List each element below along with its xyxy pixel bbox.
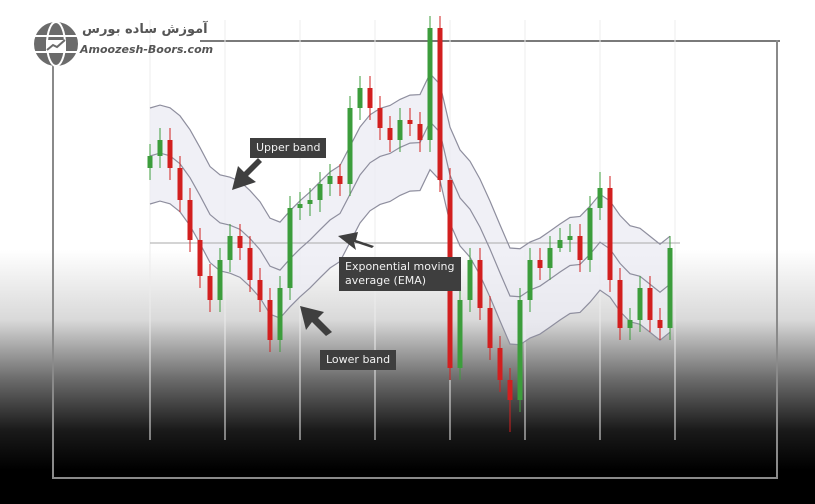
candle-body: [327, 176, 333, 184]
candle-body: [287, 208, 293, 288]
candle-body: [637, 288, 643, 320]
candle-body: [217, 260, 223, 300]
ema-label-line1: Exponential moving: [345, 260, 455, 273]
candle-body: [487, 308, 493, 348]
candle-body: [277, 288, 283, 340]
candle-body: [457, 300, 463, 368]
candle-body: [367, 88, 373, 108]
lower-band-label: Lower band: [320, 350, 397, 370]
candle-body: [407, 120, 413, 124]
ema-label: Exponential moving average (EMA): [339, 257, 461, 291]
candle-body: [617, 280, 623, 328]
candle-body: [657, 320, 663, 328]
candle-body: [317, 184, 323, 200]
candle-body: [187, 200, 193, 240]
candle-body: [427, 28, 433, 140]
candle-body: [597, 188, 603, 208]
upper-band-label: Upper band: [250, 138, 327, 158]
candle-body: [357, 88, 363, 108]
candle-body: [517, 300, 523, 400]
candle-body: [167, 140, 173, 168]
candle-body: [387, 128, 393, 140]
candle-body: [607, 188, 613, 280]
candle-body: [497, 348, 503, 380]
candle-body: [527, 260, 533, 300]
candle-body: [397, 120, 403, 140]
candle-body: [537, 260, 543, 268]
candle-body: [577, 236, 583, 260]
ema-label-line2: average (EMA): [345, 274, 427, 287]
candle-body: [377, 108, 383, 128]
logo-text-en: Amoozesh-Boors.com: [80, 43, 214, 56]
candles: [147, 16, 673, 432]
candle-body: [417, 124, 423, 140]
candle-body: [207, 276, 213, 300]
candle-body: [567, 236, 573, 240]
arrow-lower-band-icon: [300, 306, 332, 336]
candle-body: [227, 236, 233, 260]
candle-body: [467, 260, 473, 300]
arrows: [232, 158, 374, 336]
candle-body: [267, 300, 273, 340]
globe-logo-icon: [34, 21, 78, 67]
logo-text-fa: آموزش ساده بورس: [82, 22, 208, 37]
candle-body: [297, 204, 303, 208]
arrow-ema-icon: [338, 232, 374, 250]
candle-body: [587, 208, 593, 260]
candle-body: [147, 156, 153, 168]
candle-body: [647, 288, 653, 320]
candle-body: [557, 240, 563, 248]
candle-body: [177, 168, 183, 200]
candle-body: [547, 248, 553, 268]
candle-body: [437, 28, 443, 180]
candle-body: [667, 248, 673, 328]
chart-frame: [52, 40, 778, 479]
ema-line: [149, 120, 671, 298]
frame-top-line: [200, 40, 780, 42]
candle-body: [237, 236, 243, 248]
arrow-upper-band-icon: [232, 158, 262, 190]
candle-body: [247, 248, 253, 280]
candle-body: [197, 240, 203, 276]
candle-body: [257, 280, 263, 300]
candle-body: [347, 108, 353, 184]
lower-band-line: [149, 168, 671, 346]
candle-body: [627, 320, 633, 328]
candle-body: [477, 260, 483, 308]
candle-body: [307, 200, 313, 204]
candle-body: [507, 380, 513, 400]
candle-body: [337, 176, 343, 184]
candle-body: [157, 140, 163, 156]
